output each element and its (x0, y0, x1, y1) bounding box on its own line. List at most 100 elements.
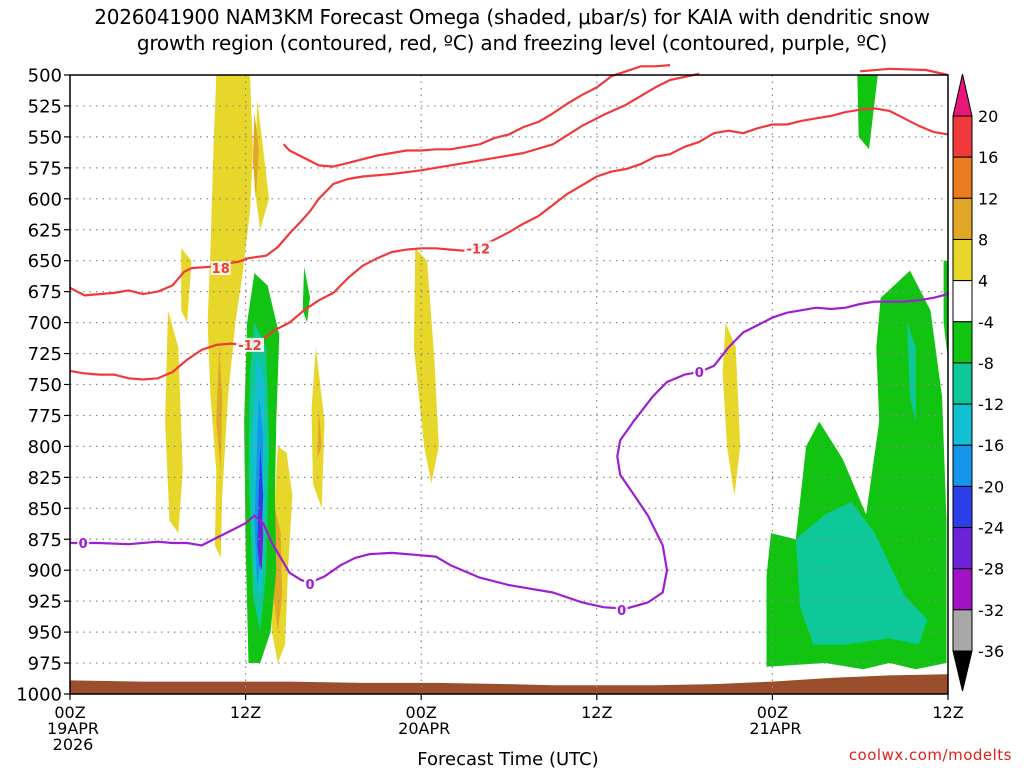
colorbar-bin (952, 485, 973, 529)
x-tick-label: 12Z (581, 703, 612, 722)
red-contour-1 (860, 67, 949, 77)
colorbar-tick-label: -32 (978, 601, 1004, 620)
x-tick-label: 2026 (53, 735, 94, 754)
x-tick-label: 19APR (47, 719, 99, 738)
colorbar-bin (952, 238, 973, 282)
omega-region-3 (216, 347, 223, 472)
y-tick-label: 1000 (16, 685, 62, 706)
contour-label: 0 (617, 604, 626, 619)
colorbar-top-arrow (952, 73, 973, 117)
omega-shading (165, 75, 948, 670)
omega-region-4 (181, 248, 192, 323)
y-tick-label: 600 (28, 189, 62, 210)
y-tick-label: 675 (28, 282, 62, 303)
y-tick-label: 700 (28, 313, 62, 334)
colorbar-tick-label: 4 (978, 272, 988, 291)
y-tick-label: 575 (28, 158, 62, 179)
colorbar-tick-label: 12 (978, 189, 998, 208)
y-tick-label: 550 (28, 127, 62, 148)
colorbar-bin (952, 444, 973, 487)
omega-region-1 (254, 99, 269, 230)
colorbar-bin (952, 568, 973, 611)
omega-region-6 (311, 347, 325, 509)
y-tick-label: 625 (28, 220, 62, 241)
contour-label-bg (235, 337, 264, 352)
colorbar-tick-label: -28 (978, 560, 1004, 579)
y-tick-label: 875 (28, 530, 62, 551)
colorbar-tick-label: -4 (978, 313, 994, 332)
x-tick-label: 21APR (749, 719, 801, 738)
y-tick-label: 925 (28, 592, 62, 613)
red-contour-2 (69, 107, 949, 381)
colorbar-bin (952, 115, 973, 158)
omega-region-23 (943, 260, 948, 360)
omega-region-5 (165, 310, 183, 534)
y-tick-label: 850 (28, 499, 62, 520)
colorbar-bin (952, 280, 973, 323)
colorbar-tick-label: 16 (978, 148, 998, 167)
y-tick-label: 650 (28, 251, 62, 272)
x-tick-label: 00Z (406, 703, 437, 722)
red-contour-0 (69, 72, 700, 297)
colorbar-bin (952, 321, 973, 364)
colorbar-tick-label: -24 (978, 519, 1004, 538)
x-tick-label: 00Z (757, 703, 788, 722)
y-tick-label: 900 (28, 561, 62, 582)
y-tick-label: 975 (28, 654, 62, 675)
ground-layer (70, 674, 948, 694)
colorbar-tick-label: -8 (978, 354, 994, 373)
y-tick-label: 525 (28, 96, 62, 117)
colorbar-bin (952, 609, 973, 652)
colorbar-tick-label: -16 (978, 436, 1004, 455)
y-tick-label: 775 (28, 406, 62, 427)
chart-title: 2026041900 NAM3KM Forecast Omega (shaded… (94, 5, 930, 55)
omega-region-17 (258, 495, 264, 571)
colorbar-bin (952, 362, 973, 405)
omega-region-19 (857, 75, 878, 150)
contour-label: -12 (238, 339, 262, 354)
colorbar-tick-label: -12 (978, 395, 1004, 414)
credit-text: coolwx.com/modelts (848, 746, 1012, 764)
colorbar-bottom-arrow (952, 650, 973, 692)
contour-label: 0 (79, 537, 88, 552)
omega-region-11 (722, 322, 741, 496)
contour-label: 0 (305, 578, 314, 593)
contour-label-bg (615, 602, 628, 617)
red-contour-3 (282, 64, 671, 168)
x-tick-label: 20APR (398, 719, 450, 738)
colorbar: 20 16 12 8 4 -4 -8 -12 -16 -20 -24 -28 -32 -36 (952, 73, 1004, 692)
omega-region-10 (413, 248, 439, 484)
contour-label-bg (303, 576, 316, 591)
y-tick-label: 500 (28, 66, 62, 87)
contour-label: 0 (695, 366, 704, 381)
x-tick-label: 12Z (230, 703, 261, 722)
ground-fill (70, 674, 948, 694)
contour-label: -12 (467, 242, 491, 257)
contour-label-bg (464, 241, 493, 256)
colorbar-tick-label: 20 (978, 107, 998, 126)
omega-region-22 (907, 322, 916, 422)
colorbar-bin (952, 403, 973, 446)
x-tick-label: 12Z (932, 703, 963, 722)
x-tick-label: 00Z (54, 703, 85, 722)
x-axis-label: Forecast Time (UTC) (417, 749, 598, 768)
colorbar-tick-label: 8 (978, 230, 988, 249)
colorbar-tick-label: -20 (978, 477, 1004, 496)
y-tick-label: 750 (28, 375, 62, 396)
omega-region-2 (252, 112, 259, 199)
colorbar-bin (952, 156, 973, 199)
y-tick-label: 800 (28, 437, 62, 458)
colorbar-bin (952, 197, 973, 240)
y-tick-label: 725 (28, 344, 62, 365)
omega-region-18 (302, 266, 310, 323)
contour-label-bg (77, 535, 90, 550)
y-axis: 500 525 550 575 600 625 650 675 700 725 750 775 800 8… (16, 66, 70, 706)
contour-label: 18 (212, 262, 230, 277)
contour-label-bg (210, 261, 231, 276)
contour-label-bg (693, 365, 706, 380)
y-tick-label: 950 (28, 623, 62, 644)
omega-region-21 (795, 502, 928, 645)
contour-labels: 18 -12 -12 0 0 0 0 (77, 241, 706, 619)
